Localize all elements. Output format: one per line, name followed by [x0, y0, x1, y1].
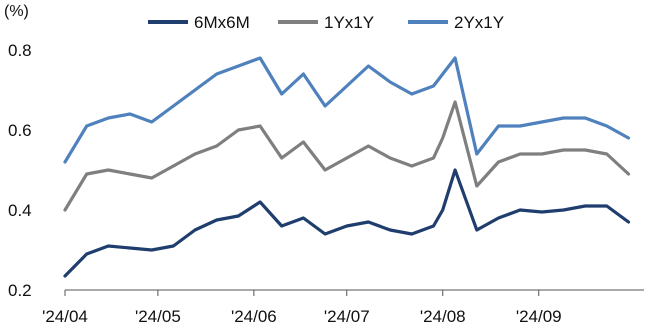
x-tick-label: '24/07 [324, 307, 370, 326]
y-axis-ticks: 0.2 0.4 0.6 0.8 [8, 41, 32, 300]
y-tick-label: 0.2 [8, 281, 32, 300]
y-tick-label: 0.4 [8, 201, 32, 220]
y-axis-unit: (%) [4, 3, 29, 20]
x-tick-label: '24/09 [516, 307, 562, 326]
series-line-1yx1y [63, 100, 631, 212]
legend-label: 1Yx1Y [324, 13, 374, 32]
legend: 6Mx6M 1Yx1Y 2Yx1Y [148, 13, 504, 32]
x-tick-label: '24/04 [42, 307, 88, 326]
legend-label: 2Yx1Y [454, 13, 504, 32]
series-line-6mx6m [63, 168, 631, 278]
legend-label: 6Mx6M [194, 13, 250, 32]
x-tick-label: '24/08 [420, 307, 466, 326]
x-tick-label: '24/06 [231, 307, 277, 326]
y-tick-label: 0.8 [8, 41, 32, 60]
series-line-2yx1y [63, 56, 631, 164]
series-layer [63, 56, 631, 278]
x-axis-ticks: '24/04 '24/05 '24/06 '24/07 '24/08 '24/09 [42, 290, 562, 326]
x-tick-label: '24/05 [135, 307, 181, 326]
y-tick-label: 0.6 [8, 121, 32, 140]
